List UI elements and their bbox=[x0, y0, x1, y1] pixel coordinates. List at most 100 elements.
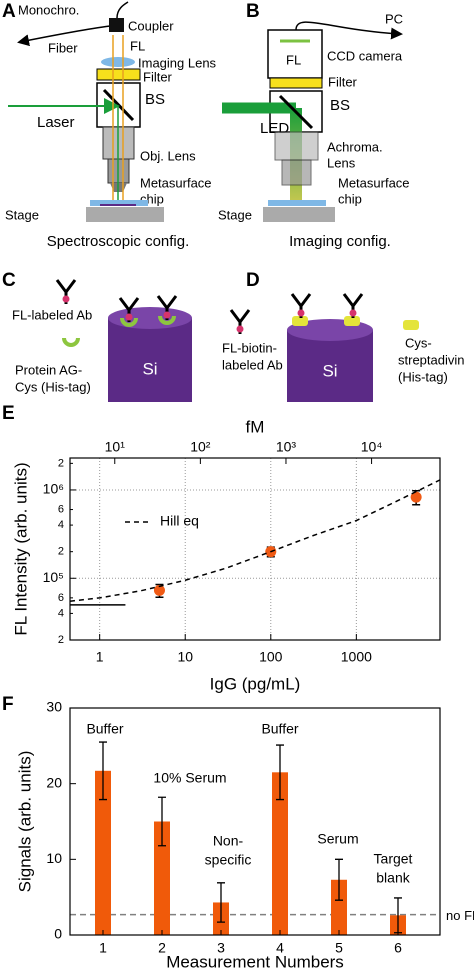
chip bbox=[268, 200, 326, 206]
reference-label: no FL bbox=[446, 908, 474, 923]
bar bbox=[95, 770, 111, 935]
error-bar bbox=[276, 744, 284, 801]
annotation: specific bbox=[205, 852, 252, 868]
protein bbox=[344, 316, 360, 326]
protein bbox=[120, 316, 176, 327]
label: FL-biotin- bbox=[222, 340, 277, 355]
y-tick-label: 0 bbox=[54, 926, 62, 942]
label: Metasurface bbox=[338, 175, 410, 190]
y-tick-label: 10⁶ bbox=[43, 481, 64, 497]
error-bar bbox=[158, 796, 166, 847]
panel-b: B PC FL CCD camera Filter BS LED Achroma… bbox=[218, 1, 410, 250]
y-axis-label: FL Intensity (arb. units) bbox=[11, 462, 30, 635]
label: Laser bbox=[37, 114, 75, 131]
bar bbox=[272, 772, 288, 935]
stage bbox=[263, 207, 335, 222]
y-minor-tick-label: 6 bbox=[58, 592, 64, 604]
label: Cys (His-tag) bbox=[15, 379, 91, 394]
panel-label: E bbox=[2, 403, 15, 424]
mirror bbox=[278, 94, 314, 130]
panel-c: C FL-labeled Ab Protein AG- Cys (His-tag… bbox=[2, 270, 192, 402]
lens bbox=[101, 57, 135, 67]
point bbox=[410, 491, 422, 503]
substrate bbox=[287, 330, 373, 402]
objective bbox=[281, 159, 312, 186]
label: FL-labeled Ab bbox=[12, 307, 92, 322]
y-tick-label: 10⁵ bbox=[43, 569, 64, 585]
x2-tick-label: 10² bbox=[190, 439, 211, 455]
plot-frame bbox=[69, 707, 441, 936]
x2-tick-label: 10¹ bbox=[105, 439, 126, 455]
label: Imaging Lens bbox=[138, 55, 217, 70]
panel-label: D bbox=[246, 270, 260, 291]
label: Metasurface bbox=[140, 175, 212, 190]
protein bbox=[62, 338, 80, 347]
annotation: 10% Serum bbox=[153, 770, 226, 786]
y-tick-label: 30 bbox=[46, 699, 62, 715]
annotation: Buffer bbox=[261, 721, 298, 737]
label: BS bbox=[145, 91, 165, 108]
filter bbox=[96, 68, 141, 81]
y-tick-label: 20 bbox=[46, 774, 62, 790]
annotation: blank bbox=[376, 870, 410, 886]
panel-label: F bbox=[2, 694, 14, 715]
annotation: Buffer bbox=[86, 721, 123, 737]
antibody bbox=[342, 292, 364, 320]
coupler bbox=[109, 18, 124, 32]
x2-tick-label: 10³ bbox=[276, 439, 297, 455]
chip bbox=[90, 200, 148, 206]
label: CCD camera bbox=[327, 48, 403, 63]
label: Lens bbox=[327, 155, 356, 170]
label: Stage bbox=[218, 207, 252, 222]
y-minor-tick-label: 2 bbox=[58, 457, 64, 469]
error-bar bbox=[335, 858, 343, 901]
caption: Imaging config. bbox=[289, 233, 391, 250]
label: streptadivin bbox=[398, 352, 464, 367]
label: chip bbox=[338, 191, 362, 206]
chip bbox=[100, 204, 136, 206]
label: FL bbox=[130, 38, 145, 53]
label: Monochro. bbox=[18, 2, 79, 17]
caption: Spectroscopic config. bbox=[47, 233, 190, 250]
label: Protein AG- bbox=[15, 362, 82, 377]
bar bbox=[331, 879, 347, 935]
x-axis-label: IgG (pg/mL) bbox=[210, 674, 301, 693]
objective bbox=[274, 131, 319, 161]
x-tick-label: 10 bbox=[177, 649, 193, 665]
annotation: Non- bbox=[213, 833, 244, 849]
x2-axis-label: fM bbox=[246, 417, 265, 436]
protein bbox=[403, 320, 419, 330]
error-bar bbox=[217, 882, 225, 923]
line bbox=[69, 479, 441, 602]
x-tick-label: 5 bbox=[335, 940, 343, 956]
camera bbox=[267, 29, 323, 79]
y-minor-tick-label: 2 bbox=[58, 634, 64, 646]
x-tick-label: 4 bbox=[276, 940, 284, 956]
label: (His-tag) bbox=[398, 369, 448, 384]
label: Stage bbox=[5, 207, 39, 222]
chart: 1 10 100 1000 10¹ 10² 10³ 10⁴ 10⁵ 10⁶ 2 4 6 2 4 6 2 IgG (… bbox=[11, 417, 441, 693]
antibody bbox=[229, 308, 251, 336]
chart: 0 10 20 30 no FL 1 2 3 4 5 6 Buffer 10% Serum Non-spe… bbox=[15, 699, 474, 972]
label: Achroma. bbox=[327, 139, 383, 154]
panel-d: D FL-biotin- labeled Ab Si Cys- streptad… bbox=[222, 270, 464, 402]
antibody bbox=[290, 292, 312, 320]
fiber bbox=[116, 1, 129, 19]
x-tick-label: 1000 bbox=[341, 649, 372, 665]
label: labeled Ab bbox=[222, 357, 283, 372]
label: Cys- bbox=[405, 335, 432, 350]
label: FL bbox=[286, 52, 301, 67]
label: Fiber bbox=[48, 40, 78, 55]
protein bbox=[292, 316, 308, 326]
fl-beam bbox=[112, 35, 124, 200]
panel-label: A bbox=[2, 1, 16, 22]
x-tick-label: 6 bbox=[394, 940, 402, 956]
label: Obj. Lens bbox=[140, 148, 196, 163]
bar bbox=[154, 821, 170, 935]
x-tick-label: 3 bbox=[217, 940, 225, 956]
panel-label: B bbox=[246, 1, 260, 22]
annotation: Serum bbox=[317, 831, 358, 847]
y-axis-label: Signals (arb. units) bbox=[15, 751, 34, 893]
x-tick-label: 1 bbox=[99, 940, 107, 956]
